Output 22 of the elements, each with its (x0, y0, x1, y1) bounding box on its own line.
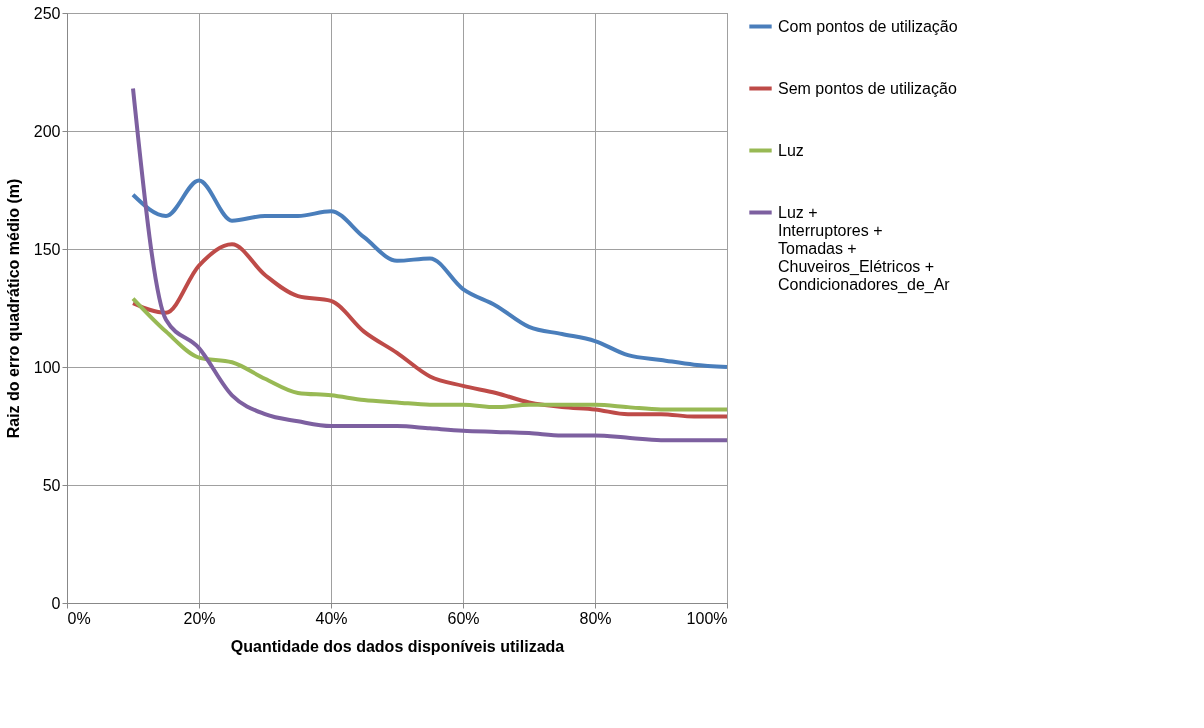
line-series (131, 178, 729, 369)
x-tick-label: 100% (686, 609, 728, 627)
y-tick-label: 50 (42, 476, 61, 494)
x-tick-label: 20% (183, 609, 216, 627)
x-tick-label: 0% (67, 609, 91, 627)
line-series (131, 242, 729, 419)
y-tick-label: 150 (33, 240, 61, 258)
x-axis-title: Quantidade dos dados disponíveis utilizada (230, 637, 565, 655)
legend-label: Luz + Interruptores + Tomadas + Chuveiros_Elétricos + Condicionadores_de_Ar (778, 203, 951, 294)
line-series (131, 296, 729, 412)
legend-label: Sem pontos de utilização (778, 79, 957, 97)
legend-label: Luz (778, 141, 804, 159)
legend-label: Com pontos de utilização (778, 17, 958, 35)
y-tick-label: 100 (33, 358, 61, 376)
line-series (131, 86, 729, 443)
x-tick-label: 60% (447, 609, 480, 627)
y-axis-title: Raiz do erro quadrático médio (m) (4, 178, 22, 439)
y-tick-label: 0 (51, 594, 61, 612)
y-tick-label: 250 (33, 4, 61, 22)
x-tick-label: 80% (579, 609, 612, 627)
x-tick-label: 40% (315, 609, 348, 627)
y-tick-label: 200 (33, 122, 61, 140)
